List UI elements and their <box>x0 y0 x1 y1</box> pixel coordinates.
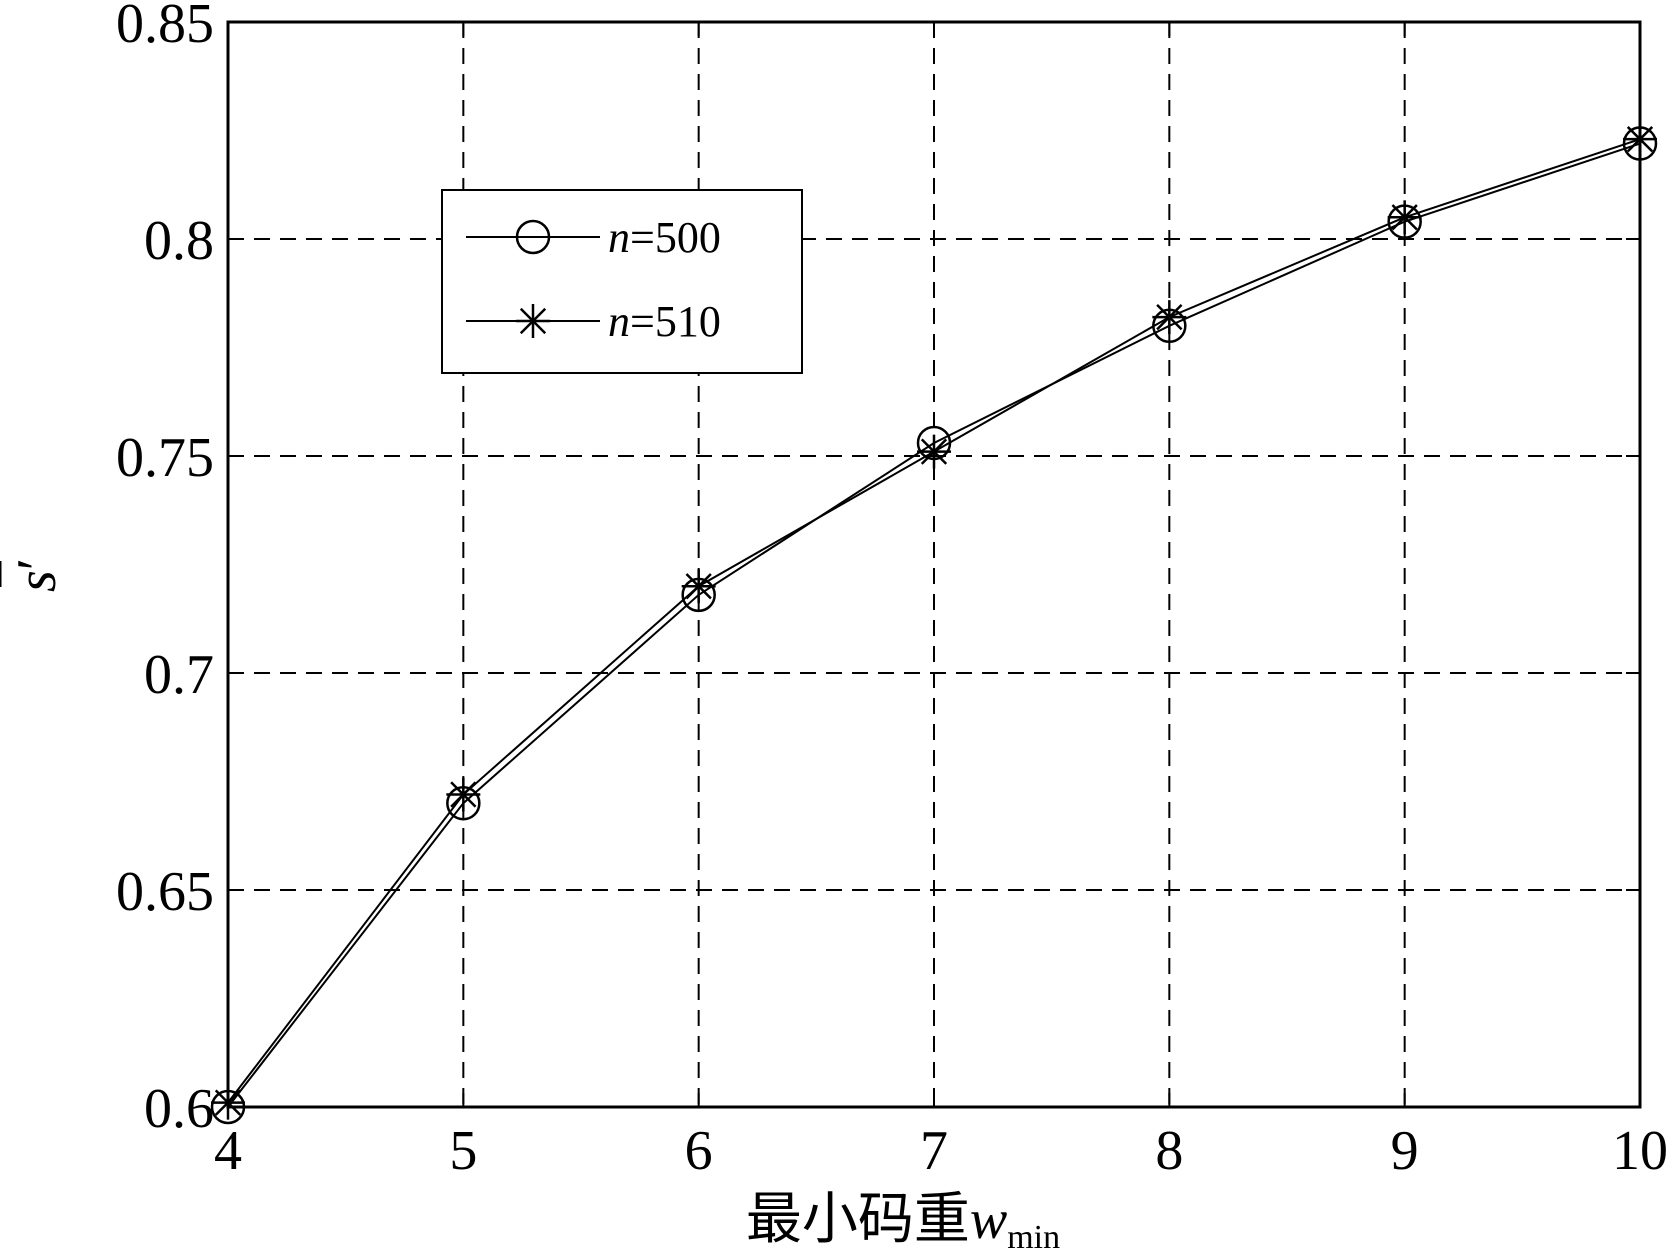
y-axis-label-prime: ′ <box>6 558 68 570</box>
y-tick-label: 0.75 <box>116 427 214 489</box>
x-tick-label: 7 <box>920 1120 948 1182</box>
legend-label: n=510 <box>608 297 721 346</box>
y-tick-label: 0.6 <box>144 1078 214 1140</box>
asterisk-marker <box>1152 300 1187 335</box>
series-1 <box>211 122 1657 1120</box>
x-tick-label: 9 <box>1391 1120 1419 1182</box>
y-tick-label: 0.85 <box>116 0 214 55</box>
asterisk-marker <box>1387 200 1422 235</box>
asterisk-marker <box>681 569 716 604</box>
x-tick-label: 8 <box>1155 1120 1183 1182</box>
y-axis-label-var: s <box>6 570 68 592</box>
x-tick-label: 10 <box>1612 1120 1668 1182</box>
x-axis-label-var: w <box>970 1189 1007 1251</box>
circle-marker <box>515 219 551 255</box>
grid-lines <box>228 22 1640 1107</box>
y-axis-label: s′ <box>0 558 68 592</box>
y-tick-label: 0.8 <box>144 210 214 272</box>
x-axis-label: 最小码重wmin <box>746 1189 1060 1251</box>
legend-label: n=500 <box>608 213 721 262</box>
x-tick-label: 5 <box>449 1120 477 1182</box>
y-tick-label: 0.65 <box>116 861 214 923</box>
y-tick-label: 0.7 <box>144 644 214 706</box>
legend-entry-0: n=500 <box>466 213 721 262</box>
legend-entry-1: n=510 <box>466 297 721 346</box>
x-tick-label: 6 <box>685 1120 713 1182</box>
axis-ticks: 4 5 6 7 8 9 10 0.6 0.65 0.7 0.75 0.8 0.85 <box>116 0 1668 1182</box>
asterisk-marker <box>446 777 481 812</box>
legend-box <box>441 189 803 374</box>
x-tick-label: 4 <box>214 1120 242 1182</box>
svg-text:s′: s′ <box>6 558 68 592</box>
legend: n=500 n=510 <box>441 189 803 374</box>
x-axis-label-sub: min <box>1007 1219 1060 1251</box>
series-layer <box>210 122 1658 1125</box>
asterisk-marker <box>516 304 550 338</box>
asterisk-marker <box>917 434 951 469</box>
x-axis-label-text: 最小码重 <box>746 1189 970 1251</box>
